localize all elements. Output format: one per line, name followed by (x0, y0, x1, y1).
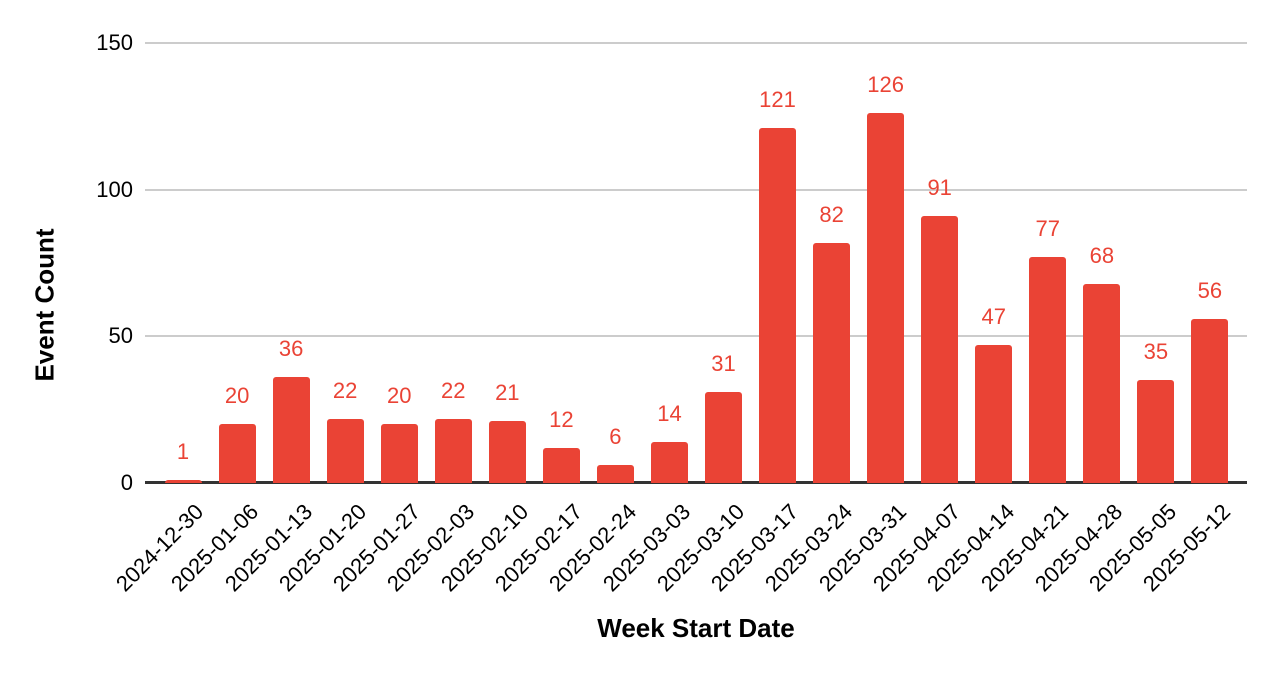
bar-value-label: 20 (224, 383, 250, 409)
bar-slot: 1 (156, 43, 210, 483)
bar (380, 424, 418, 483)
x-axis-labels: 2024-12-30 2025-01-06 2025-01-13 2025-01-20… (111, 483, 1237, 613)
bar-slot: 6 (588, 43, 642, 483)
bar (434, 418, 472, 483)
bar-slot: 31 (696, 43, 750, 483)
bar-slot: 56 (1183, 43, 1237, 483)
bar-value-label: 22 (332, 377, 358, 403)
x-axis-title: Week Start Date (597, 613, 795, 643)
bar (542, 447, 580, 483)
bars: 1 20 36 22 20 22 21 12 6 14 31 121 82 126 91 47 77 68 35 56 (156, 43, 1237, 483)
bar-value-label: 12 (549, 406, 574, 432)
x-baseline (145, 481, 1247, 484)
bar (164, 480, 202, 483)
bar-slot: 21 (480, 43, 534, 483)
gridline (145, 188, 1247, 191)
bar-slot: 35 (1129, 43, 1183, 483)
bar (1191, 318, 1229, 483)
bar-slot: 126 (859, 43, 913, 483)
bar (1083, 283, 1121, 483)
bar-value-label: 20 (386, 383, 412, 409)
bar-value-label: 56 (1197, 277, 1223, 303)
bar-slot: 20 (210, 43, 264, 483)
bar-value-label: 6 (609, 424, 622, 450)
bar-value-label: 31 (711, 351, 736, 377)
bar-value-label: 82 (819, 201, 844, 227)
bar-value-label: 47 (981, 304, 1006, 330)
bar (326, 418, 364, 483)
bar (813, 242, 851, 483)
bar-value-label: 68 (1089, 242, 1115, 268)
gridline (145, 335, 1247, 338)
bar (1029, 257, 1067, 483)
y-tick-label: 150 (96, 30, 133, 55)
bar-slot: 121 (751, 43, 805, 483)
bar-slot: 14 (642, 43, 696, 483)
bar-slot: 47 (967, 43, 1021, 483)
y-tick-label: 100 (96, 176, 133, 202)
bar (488, 421, 526, 483)
bar-slot: 77 (1021, 43, 1075, 483)
bar (921, 216, 959, 483)
plot-area (145, 42, 1247, 484)
y-tick-label: 0 (120, 470, 133, 495)
bar-slot: 68 (1075, 43, 1129, 483)
bar-value-label: 126 (867, 72, 904, 98)
bar-value-label: 91 (927, 175, 952, 201)
bar (867, 113, 905, 483)
y-axis-ticks: 0 50 100 150 (0, 30, 133, 495)
bar (272, 377, 310, 483)
bar-value-label: 21 (495, 380, 520, 406)
bar (650, 441, 688, 483)
gridline (145, 42, 1247, 44)
bar (759, 128, 797, 483)
bar-value-label: 1 (176, 439, 190, 465)
bar-slot: 22 (426, 43, 480, 483)
bar (704, 392, 742, 483)
bar-slot: 20 (372, 43, 426, 483)
bar-slot: 91 (913, 43, 967, 483)
bar-slot: 36 (264, 43, 318, 483)
bar-slot: 12 (534, 43, 588, 483)
bar-value-label: 22 (441, 377, 466, 403)
bar (218, 424, 256, 483)
y-tick-label: 50 (108, 323, 133, 349)
bar-value-label: 36 (278, 336, 304, 362)
bar-value-label: 121 (759, 87, 796, 113)
bar-value-label: 14 (657, 400, 682, 426)
bar (1137, 380, 1175, 483)
bar-value-label: 35 (1143, 339, 1169, 365)
bar-value-label: 77 (1035, 216, 1061, 242)
bar-slot: 22 (318, 43, 372, 483)
bar (596, 465, 634, 483)
bar-slot: 82 (805, 43, 859, 483)
bar (975, 345, 1013, 483)
